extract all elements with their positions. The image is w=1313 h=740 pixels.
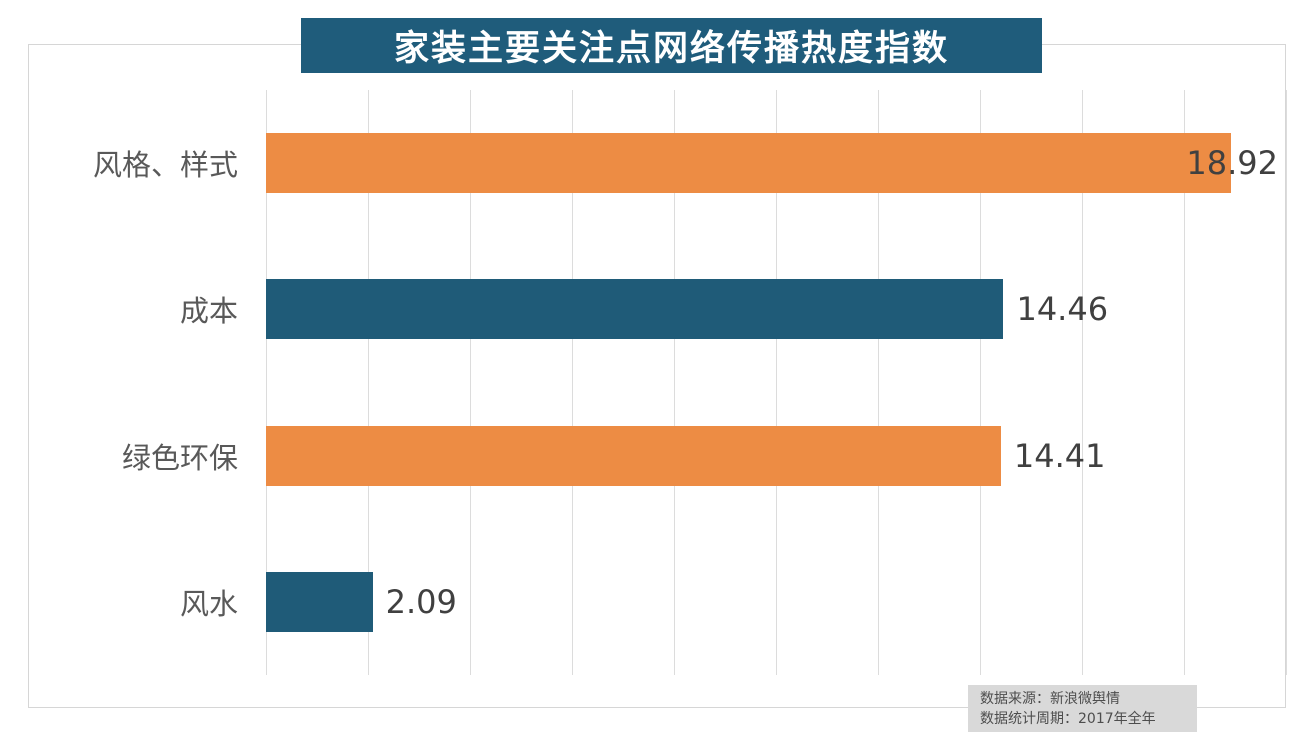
data-period-line: 数据统计周期：2017年全年 (980, 711, 1156, 727)
gridline (776, 90, 777, 675)
value-label: 14.46 (1016, 290, 1109, 329)
value-label: 14.41 (1013, 436, 1106, 475)
data-source-box: 数据来源：新浪微舆情 数据统计周期：2017年全年 (968, 685, 1197, 732)
category-label: 绿色环保 (121, 440, 238, 475)
gridline (470, 90, 471, 675)
gridline (572, 90, 573, 675)
category-label: 风水 (179, 586, 238, 621)
gridline (674, 90, 675, 675)
chart-title-banner: 家装主要关注点网络传播热度指数 (301, 18, 1042, 73)
gridline (1184, 90, 1185, 675)
value-label: 18.92 (1186, 144, 1278, 183)
gridline (368, 90, 369, 675)
gridline (980, 90, 981, 675)
category-axis: 风格、样式成本绿色环保风水 (29, 90, 252, 675)
category-label: 风格、样式 (92, 148, 238, 183)
chart-title: 家装主要关注点网络传播热度指数 (393, 29, 949, 69)
category-label: 成本 (179, 294, 238, 329)
gridline (266, 90, 267, 675)
bar-1 (266, 133, 1231, 194)
value-label: 2.09 (385, 582, 457, 621)
gridline (1286, 90, 1287, 675)
data-source-line: 数据来源：新浪微舆情 (980, 691, 1120, 707)
bar-4 (266, 571, 373, 632)
gridline (878, 90, 879, 675)
gridline (1082, 90, 1083, 675)
plot-area: 18.92 14.46 14.41 2.09 (266, 90, 1287, 675)
bar-2 (266, 279, 1004, 340)
bar-3 (266, 425, 1001, 486)
